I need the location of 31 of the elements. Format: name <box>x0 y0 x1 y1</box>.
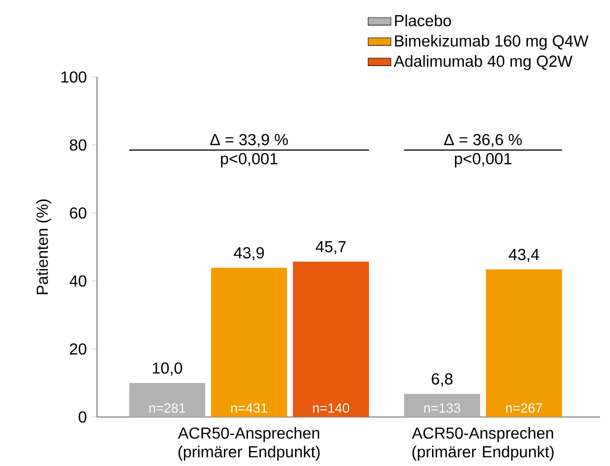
annotation: n=140 <box>313 403 350 413</box>
y-tick-label: 0 <box>78 411 86 423</box>
bar <box>486 269 562 417</box>
data-label: 45,7 <box>316 241 346 254</box>
legend-label: Bimekizumab 160 mg Q4W <box>395 34 588 50</box>
data-label: 6,8 <box>432 373 452 386</box>
legend-label: Adalimumab 40 mg Q2W <box>394 55 572 70</box>
annotation: p<0,001 <box>220 153 278 168</box>
bar <box>292 262 369 417</box>
annotation: Δ = 36,6 % <box>444 134 522 148</box>
x-tick-label: ACR50-Ansprechen (primärer Endpunkt) <box>412 427 554 461</box>
bar <box>211 268 288 417</box>
data-label: 10,0 <box>152 362 182 376</box>
annotation: n=431 <box>231 403 268 413</box>
annotation: p<0,001 <box>454 153 512 168</box>
x-tick-label: ACR50-Ansprechen (primärer Endpunkt) <box>178 427 320 461</box>
y-tick-label: 60 <box>70 207 86 219</box>
legend-label: Placebo <box>395 14 451 26</box>
annotation: n=133 <box>424 403 460 413</box>
annotation: n=267 <box>506 403 542 413</box>
annotation: Δ = 33,9 % <box>210 134 288 148</box>
y-tick-label: 40 <box>70 275 86 287</box>
bar <box>129 382 206 417</box>
y-tick-label: 100 <box>61 71 86 83</box>
data-label: 43,9 <box>234 247 264 260</box>
annotation: n=281 <box>149 403 186 413</box>
bar <box>404 394 480 417</box>
y-tick-label: 80 <box>70 139 86 151</box>
data-label: 43,4 <box>508 248 540 262</box>
y-axis-title: Patienten (%) <box>36 200 52 294</box>
y-tick-label: 20 <box>70 343 86 355</box>
